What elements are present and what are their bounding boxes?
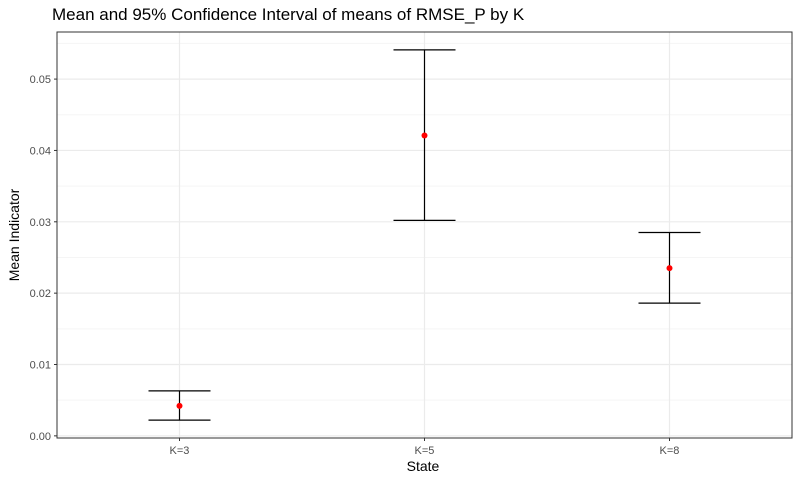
y-tick-label: 0.04: [30, 145, 51, 157]
x-tick-label: K=5: [415, 445, 435, 457]
y-tick-label: 0.02: [30, 288, 51, 300]
mean-point-K=5: [421, 132, 428, 139]
y-tick-label: 0.00: [30, 431, 51, 443]
y-tick-label: 0.05: [30, 74, 51, 86]
y-tick-label: 0.03: [30, 217, 51, 229]
chart-title: Mean and 95% Confidence Interval of mean…: [52, 5, 525, 24]
mean-point-K=8: [666, 265, 673, 272]
plot-area: 0.00 0.01 0.02 0.03 0.04 0.05 K=3 K=5 K=8: [30, 31, 793, 457]
x-tick-label: K=3: [170, 445, 190, 457]
x-tick-label: K=8: [660, 445, 680, 457]
x-axis-title: State: [407, 458, 440, 474]
y-axis-title: Mean Indicator: [6, 188, 22, 281]
mean-point-K=3: [176, 402, 183, 409]
y-tick-label: 0.01: [30, 360, 51, 372]
